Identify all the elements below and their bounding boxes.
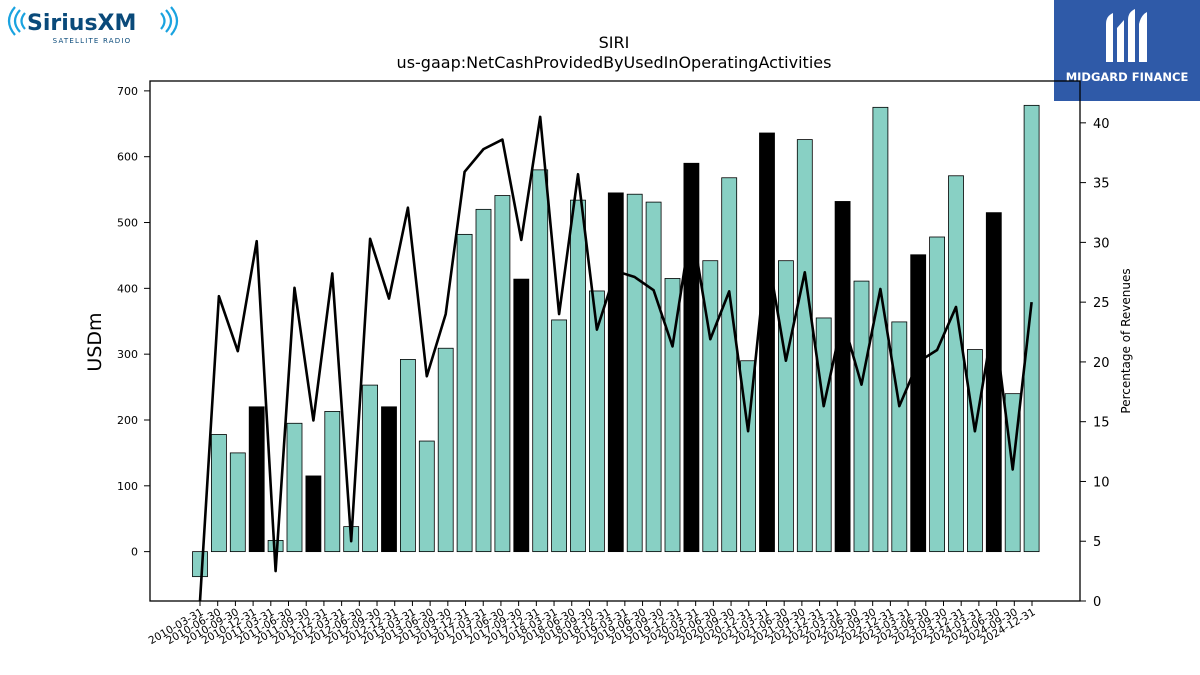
y2-tick-label: 20	[1093, 356, 1110, 371]
y2-tick-label: 35	[1093, 177, 1110, 192]
bar-2012-12-31	[399, 359, 416, 553]
bar-2011-09-30	[305, 475, 322, 553]
bar-2021-12-31	[853, 280, 870, 553]
bar-2017-03-31	[494, 195, 511, 553]
bar-2023-06-30	[967, 349, 983, 553]
siriusxm-logo: SiriusXM SATELLITE RADIO	[4, 4, 184, 48]
bar-2020-12-31	[778, 260, 794, 553]
bar-2019-03-31	[645, 201, 662, 553]
bar-2012-06-30	[362, 384, 379, 553]
bar-2010-03-31	[192, 551, 208, 578]
bar-2017-09-30	[532, 169, 549, 553]
y2-tick-label: 15	[1093, 416, 1110, 431]
bar-2010-09-30	[229, 452, 246, 553]
bar-2017-06-30	[513, 278, 530, 553]
bar-2022-12-31	[929, 236, 945, 553]
plot-frame	[149, 80, 1081, 602]
bar-2020-09-30	[759, 132, 775, 553]
y-tick-label: 700	[117, 85, 138, 98]
bar-2019-12-31	[702, 260, 719, 553]
bar-2013-12-31	[475, 208, 492, 553]
bar-2019-06-30	[664, 278, 681, 553]
y2-tick-label: 10	[1093, 475, 1110, 490]
bar-2017-12-31	[551, 319, 567, 553]
bar-2018-09-30	[607, 192, 624, 553]
chart-title: SIRI	[599, 33, 630, 52]
y-tick-label: 300	[117, 348, 138, 361]
bar-2010-06-30	[210, 434, 227, 553]
bar-2022-06-30	[891, 321, 908, 553]
bar-2023-03-31	[948, 175, 964, 553]
midgard-finance-logo: MIDGARD FINANCE	[1054, 0, 1200, 101]
bar-2012-09-30	[381, 406, 397, 553]
y-axis-label: USDm	[84, 312, 106, 371]
bar-2023-09-30	[985, 212, 1002, 553]
bar-2021-03-31	[796, 139, 813, 553]
y2-tick-label: 40	[1093, 117, 1110, 132]
y-tick-label: 600	[117, 151, 138, 164]
y-tick-label: 400	[117, 282, 138, 295]
y-tick-label: 0	[131, 546, 138, 559]
siriusxm-logo-text: SiriusXM	[27, 11, 136, 36]
bar-2010-12-31	[248, 406, 265, 553]
bar-2013-09-30	[456, 233, 473, 553]
bar-2018-03-31	[570, 199, 586, 553]
y2-tick-label: 25	[1093, 296, 1110, 311]
y-tick-label: 100	[117, 480, 138, 493]
bar-2024-03-31	[1023, 104, 1040, 553]
signal-waves-left-icon	[7, 6, 26, 36]
y2-tick-label: 30	[1093, 236, 1110, 251]
chart-subtitle: us-gaap:NetCashProvidedByUsedInOperating…	[397, 53, 832, 72]
bar-2022-09-30	[910, 254, 927, 553]
bar-2019-09-30	[683, 162, 700, 553]
bar-2018-12-31	[626, 193, 643, 553]
bar-2013-03-31	[418, 440, 435, 553]
bar-2018-06-30	[589, 290, 605, 553]
y2-tick-label: 5	[1093, 535, 1101, 550]
bar-2020-03-31	[721, 177, 738, 553]
y2-axis-label: Percentage of Revenues	[1119, 268, 1133, 413]
bar-2011-06-30	[286, 422, 303, 553]
bar-2021-09-30	[834, 201, 851, 553]
percentage-of-revenues-line	[198, 115, 1033, 602]
siriusxm-logo-subtext: SATELLITE RADIO	[53, 37, 132, 45]
signal-waves-right-icon	[160, 6, 179, 36]
y-tick-label: 500	[117, 217, 138, 230]
y2-tick-label: 0	[1093, 595, 1101, 610]
bar-2013-06-30	[437, 347, 454, 553]
midgard-emblem-icon	[1106, 9, 1147, 62]
bar-2011-12-31	[324, 411, 341, 553]
midgard-finance-text: MIDGARD FINANCE	[1066, 70, 1189, 84]
y-tick-label: 200	[117, 414, 138, 427]
bar-2021-06-30	[815, 317, 832, 553]
